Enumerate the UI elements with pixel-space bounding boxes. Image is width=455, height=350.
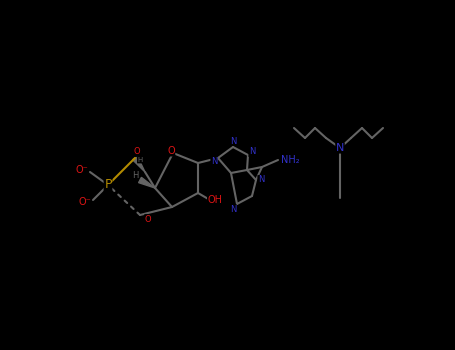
Text: NH₂: NH₂ bbox=[281, 155, 299, 165]
Text: H: H bbox=[132, 172, 138, 181]
Text: N: N bbox=[258, 175, 264, 184]
Text: N: N bbox=[230, 136, 236, 146]
Polygon shape bbox=[139, 177, 155, 188]
Polygon shape bbox=[132, 156, 145, 172]
Text: N: N bbox=[211, 158, 217, 167]
Text: OH: OH bbox=[207, 195, 222, 205]
Text: O: O bbox=[167, 146, 175, 156]
Text: H: H bbox=[137, 157, 142, 163]
Text: O⁻: O⁻ bbox=[76, 165, 88, 175]
Text: N: N bbox=[230, 204, 236, 214]
Text: P: P bbox=[104, 178, 112, 191]
Text: O⁻: O⁻ bbox=[79, 197, 91, 207]
Text: O: O bbox=[134, 147, 140, 156]
Text: O: O bbox=[145, 215, 152, 224]
Text: N: N bbox=[249, 147, 255, 156]
Text: N: N bbox=[336, 143, 344, 153]
